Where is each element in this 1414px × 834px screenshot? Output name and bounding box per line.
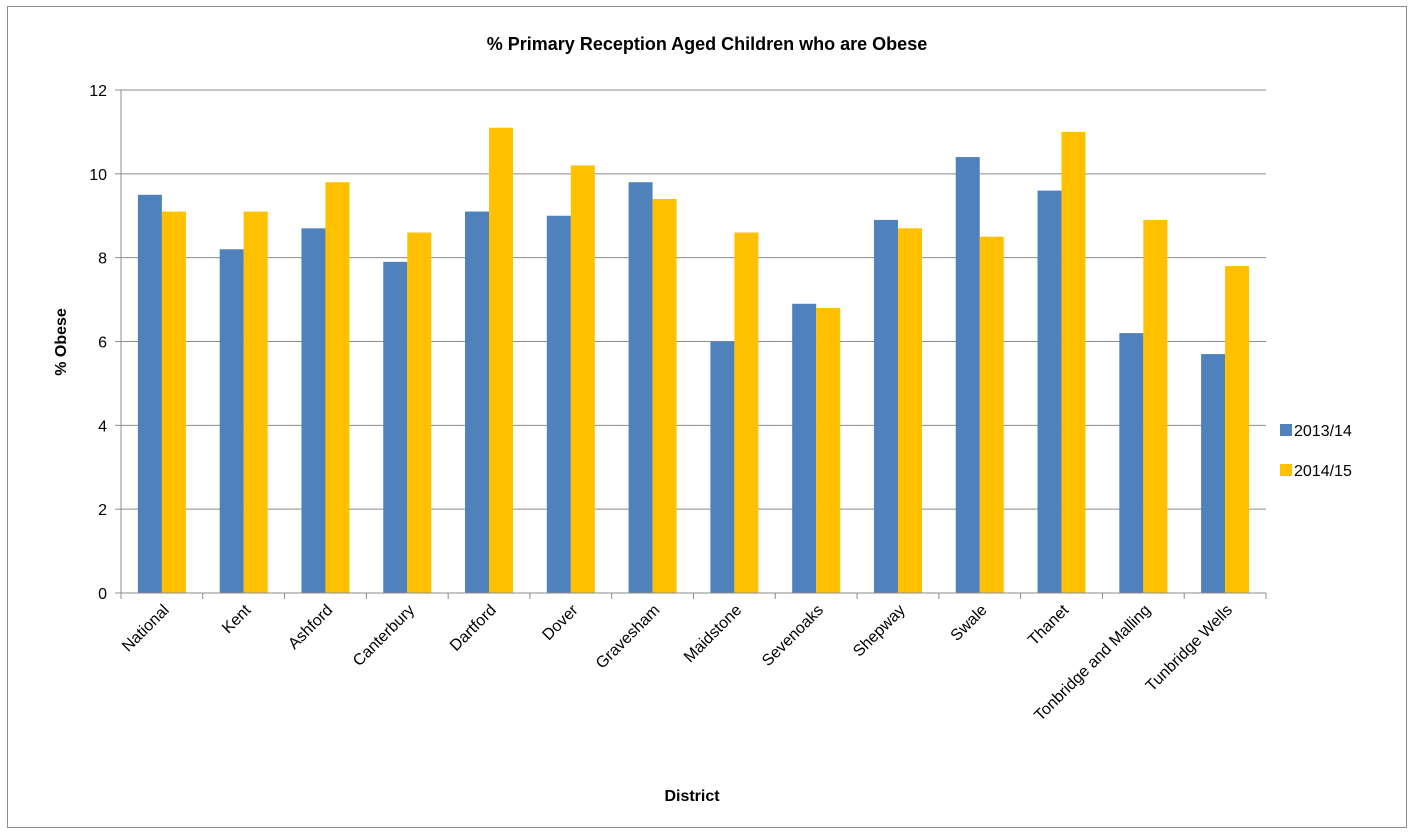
bar-2014-15-canterbury [407, 232, 432, 593]
bars [137, 127, 1250, 594]
x-tick-label: Thanet [1025, 601, 1073, 649]
y-tick-label: 0 [98, 586, 107, 603]
x-tick-label: Dover [539, 601, 582, 644]
x-axis-ticks: National Kent Ashford Canterbury Dartford Dov… [119, 593, 1267, 725]
bar-2013-14-shepway [873, 219, 898, 594]
bar-2014-15-dartford [489, 127, 514, 593]
bar-2013-14-swale [955, 157, 980, 594]
y-tick-label: 12 [89, 83, 107, 100]
bar-2014-15-national [161, 211, 186, 593]
bar-2013-14-kent [219, 249, 244, 594]
bar-2013-14-national [137, 194, 162, 593]
bar-2014-15-sevenoaks [816, 307, 841, 593]
x-tick-label: National [119, 602, 173, 656]
x-axis-title: District [664, 788, 720, 805]
x-tick-label: Dartford [447, 602, 500, 655]
x-tick-label: Gravesham [593, 602, 664, 673]
bar-2014-15-ashford [325, 182, 350, 593]
bar-2013-14-dover [546, 215, 571, 593]
legend-swatch [1280, 424, 1292, 436]
x-tick-label: Canterbury [350, 602, 418, 670]
x-tick-label: Tunbridge Wells [1143, 602, 1236, 695]
gridlines [121, 89, 1266, 510]
bar-2014-15-kent [243, 211, 268, 593]
bar-2013-14-gravesham [628, 182, 653, 593]
bar-2014-15-thanet [1061, 131, 1086, 593]
x-tick-label: Swale [948, 602, 991, 645]
bar-2013-14-ashford [301, 228, 326, 593]
x-tick-label: Ashford [285, 602, 336, 653]
bar-2013-14-thanet [1037, 190, 1062, 593]
x-tick-label: Kent [219, 601, 255, 637]
legend-label: 2014/15 [1294, 463, 1352, 480]
bar-2014-15-shepway [897, 228, 922, 593]
y-tick-label: 8 [98, 251, 107, 268]
y-tick-label: 2 [98, 502, 107, 519]
bar-2013-14-tonbridge-and-malling [1119, 333, 1144, 593]
chart-title: % Primary Reception Aged Children who ar… [487, 34, 927, 54]
bar-2014-15-gravesham [652, 198, 677, 593]
y-tick-label: 4 [98, 418, 107, 435]
bar-2013-14-sevenoaks [792, 303, 817, 593]
bar-2013-14-tunbridge-wells [1201, 354, 1226, 593]
x-tick-label: Sevenoaks [759, 602, 827, 670]
bar-2014-15-swale [979, 236, 1004, 594]
bar-2013-14-maidstone [710, 341, 735, 593]
bar-2013-14-dartford [465, 211, 490, 593]
bar-2014-15-tunbridge-wells [1225, 266, 1250, 593]
y-axis-ticks: 0 2 4 6 8 10 12 [89, 83, 121, 603]
legend-label: 2013/14 [1294, 423, 1352, 440]
x-tick-label: Maidstone [681, 602, 745, 666]
y-tick-label: 6 [98, 335, 107, 352]
bar-2014-15-dover [570, 165, 595, 593]
legend-swatch [1280, 464, 1292, 476]
bar-2014-15-maidstone [734, 232, 759, 593]
y-tick-label: 10 [89, 167, 107, 184]
y-axis-title: % Obese [53, 308, 70, 376]
bar-2014-15-tonbridge-and-malling [1143, 219, 1168, 594]
bar-2013-14-canterbury [383, 261, 408, 593]
x-tick-label: Shepway [850, 602, 909, 661]
legend: 2013/14 2014/15 [1280, 423, 1352, 480]
